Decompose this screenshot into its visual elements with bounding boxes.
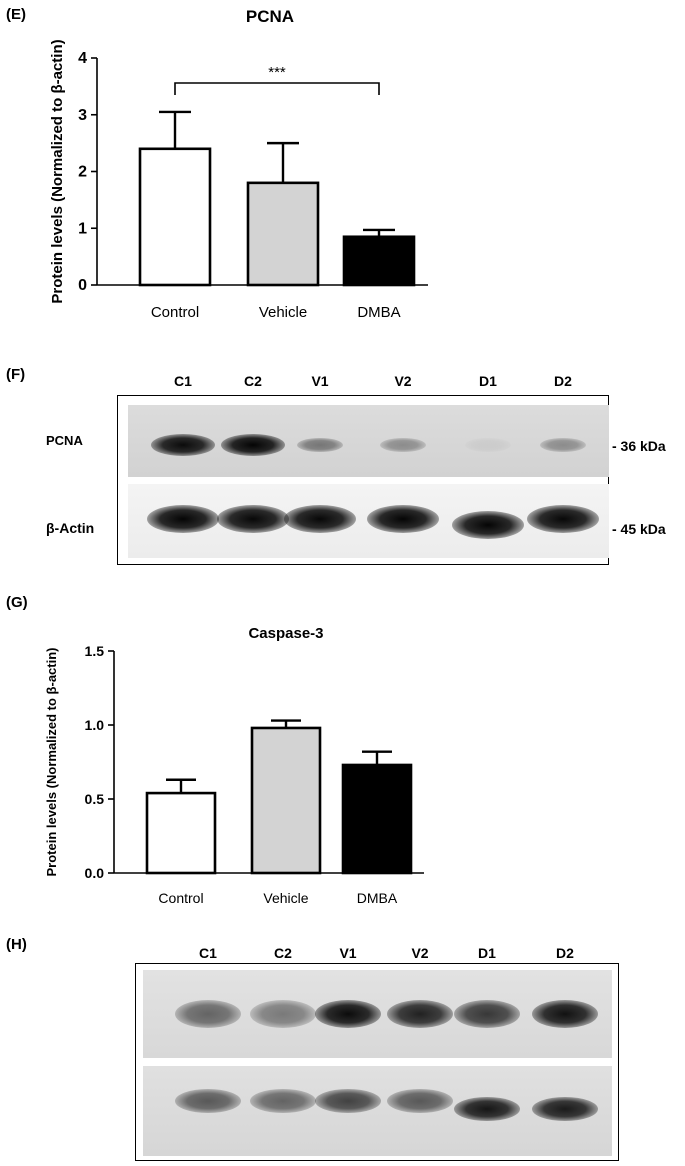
- chart-title: Caspase-3: [248, 625, 323, 642]
- y-tick-label: 0.0: [85, 865, 105, 881]
- blot-frame: [135, 963, 619, 1161]
- x-tick-label: Vehicle: [259, 304, 307, 321]
- x-tick-label: DMBA: [357, 890, 398, 906]
- pcna-bar-chart: PCNA Protein levels (Normalized to β-acti…: [49, 7, 428, 321]
- kda-label-45: - 45 kDa: [612, 521, 666, 537]
- caspase-blot-strip: [143, 970, 612, 1058]
- y-tick-label: 1.5: [85, 643, 105, 659]
- actin-band: [315, 1089, 381, 1113]
- x-tick-label: Control: [158, 890, 203, 906]
- lane-label-c2: C2: [244, 373, 262, 389]
- lane-label-v1: V1: [311, 373, 329, 389]
- actin-band: [527, 505, 599, 533]
- y-tick-label: 1: [78, 220, 87, 237]
- actin-band: [175, 1089, 241, 1113]
- lane-label-d2: D2: [556, 945, 574, 961]
- significance-label: ***: [268, 64, 286, 81]
- y-tick-label: 4: [78, 50, 87, 67]
- panel-label-h: (H): [6, 936, 27, 953]
- lane-label-c1: C1: [174, 373, 192, 389]
- caspase-band: [387, 1000, 453, 1028]
- caspase-band: [454, 1000, 520, 1028]
- bar-vehicle: [246, 181, 320, 287]
- bar-dmba: [341, 763, 413, 875]
- lane-label-c2: C2: [274, 945, 292, 961]
- pcna-blot-strip: [128, 405, 609, 477]
- lane-label-d1: D1: [479, 373, 497, 389]
- caspase3-western-blot: C1 C2 V1 V2 D1 D2: [0, 930, 685, 1166]
- actin-band: [147, 505, 219, 533]
- y-tick-label: 2: [78, 164, 87, 181]
- y-axis-label: Protein levels (Normalized to β-actin): [49, 39, 66, 303]
- bar-control: [145, 791, 217, 875]
- kda-label-36: - 36 kDa: [612, 438, 666, 454]
- x-tick-label: Vehicle: [263, 890, 308, 906]
- y-tick-label: 1.0: [85, 717, 105, 733]
- blot-frame: [117, 395, 609, 565]
- lane-label-v2: V2: [411, 945, 429, 961]
- pcna-band: [221, 434, 285, 456]
- y-tick-label: 0: [78, 277, 87, 294]
- actin-blot-strip: [128, 484, 609, 558]
- pcna-band: [540, 438, 586, 452]
- caspase-band: [315, 1000, 381, 1028]
- pcna-band: [151, 434, 215, 456]
- caspase-band: [532, 1000, 598, 1028]
- panel-label-e: (E): [6, 6, 26, 23]
- panel-label-f: (F): [6, 366, 26, 383]
- bar-control: [138, 147, 212, 287]
- caspase-band: [175, 1000, 241, 1028]
- lane-label-d1: D1: [478, 945, 496, 961]
- panel-label-g: (G): [6, 594, 28, 611]
- actin-band: [532, 1097, 598, 1121]
- lane-label-d2: D2: [554, 373, 572, 389]
- bar-dmba: [342, 235, 416, 287]
- x-tick-label: DMBA: [357, 304, 400, 321]
- y-tick-label: 0.5: [85, 791, 105, 807]
- pcna-western-blot: C1 C2 V1 V2 D1 D2 PCNA β-Actin - 36 kDa - 45 kDa: [0, 360, 685, 580]
- chart-title: PCNA: [246, 7, 294, 26]
- pcna-band: [465, 438, 511, 452]
- actin-band: [284, 505, 356, 533]
- pcna-band: [380, 438, 426, 452]
- row-label-actin: β-Actin: [46, 520, 95, 536]
- actin-band: [250, 1089, 316, 1113]
- lane-label-v2: V2: [394, 373, 412, 389]
- pcna-band: [297, 438, 343, 452]
- bar-vehicle: [250, 726, 322, 875]
- row-label-pcna: PCNA: [46, 433, 83, 448]
- actin-band: [452, 511, 524, 539]
- lane-label-c1: C1: [199, 945, 217, 961]
- x-tick-label: Control: [151, 304, 199, 321]
- actin-band: [367, 505, 439, 533]
- caspase-band: [250, 1000, 316, 1028]
- actin-band: [217, 505, 289, 533]
- actin-band: [454, 1097, 520, 1121]
- caspase3-bar-chart: Caspase-3 Protein levels (Normalized to β…: [44, 625, 424, 906]
- y-tick-label: 3: [78, 107, 87, 124]
- y-axis-label: Protein levels (Normalized to β-actin): [44, 648, 59, 877]
- lane-label-v1: V1: [339, 945, 357, 961]
- actin-blot-strip: [143, 1066, 612, 1156]
- significance-bracket: [174, 82, 380, 95]
- actin-band: [387, 1089, 453, 1113]
